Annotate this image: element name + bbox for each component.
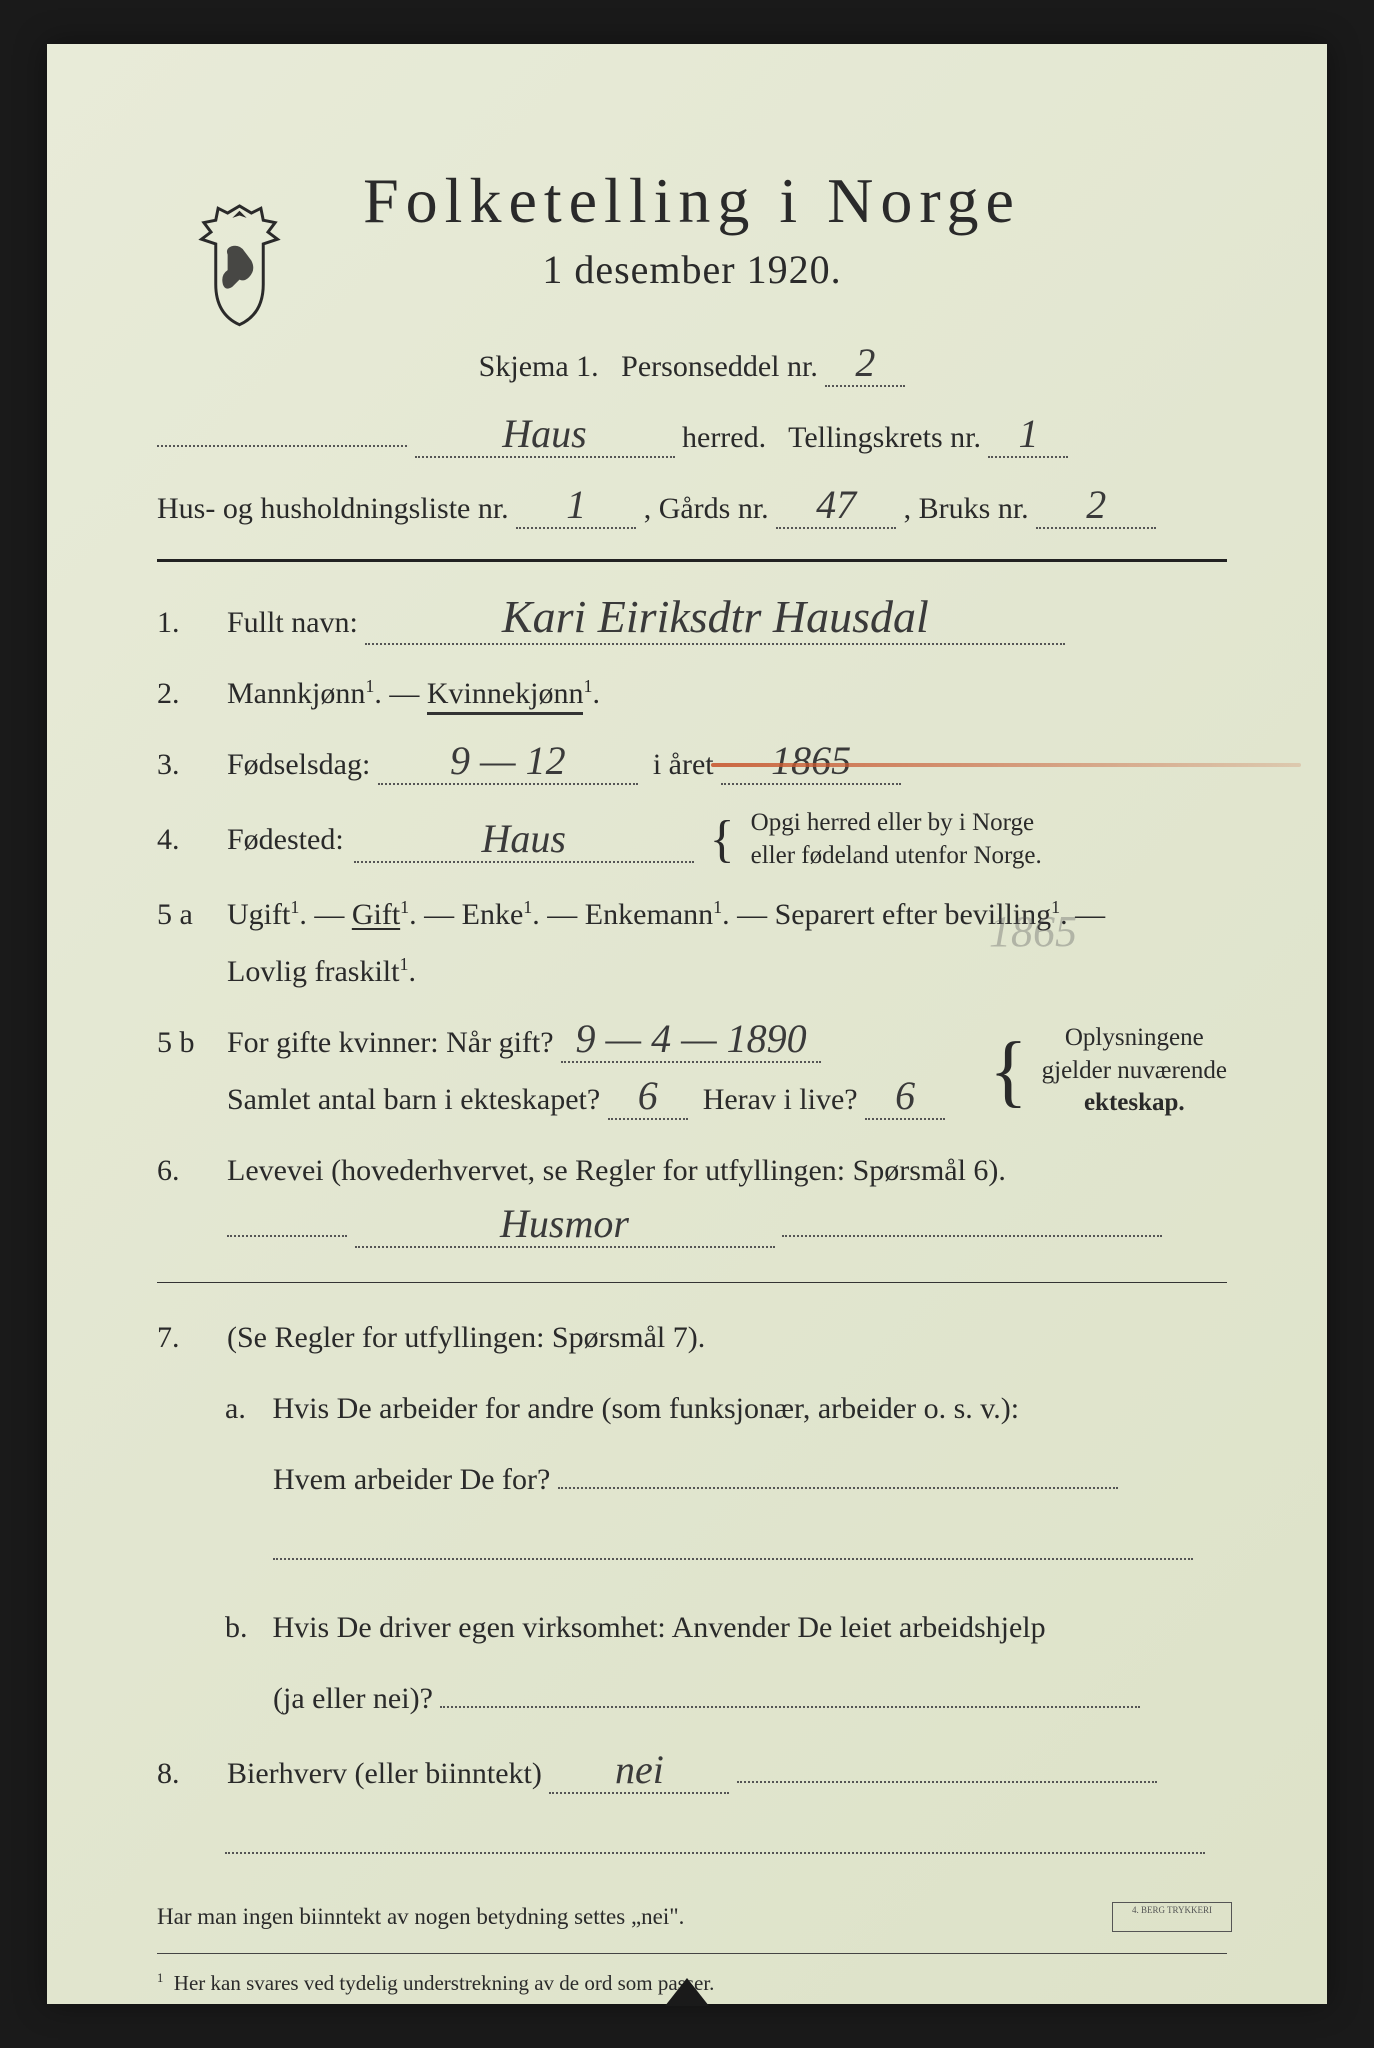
page-tear-icon xyxy=(665,1978,709,2006)
q8: 8. Bierhverv (eller biinntekt) nei xyxy=(157,1745,1227,1802)
gards-label: , Gårds nr. xyxy=(644,492,769,525)
q7a: a. Hvis De arbeider for andre (som funks… xyxy=(225,1380,1227,1437)
husliste-label: Hus- og husholdningsliste nr. xyxy=(157,492,509,525)
q3-day: 9 — 12 xyxy=(378,739,638,785)
q5a: 5 a Ugift1. — Gift1. — Enke1. — Enkemann… xyxy=(157,886,1227,1000)
q3-year: 1865 xyxy=(721,739,901,785)
q5b-barn-total: 6 xyxy=(608,1074,688,1120)
tellingskrets-label: Tellingskrets nr. xyxy=(788,421,981,454)
q5b-hint: Oplysningene gjelder nuværende ekteskap. xyxy=(1042,1022,1227,1120)
title-block: Folketelling i Norge 1 desember 1920. xyxy=(157,164,1227,293)
pencil-annotation: 1865 xyxy=(989,890,1077,974)
q3-year-label: i året xyxy=(653,748,714,781)
herred-line: Haus herred. Tellingskrets nr. 1 xyxy=(157,409,1227,466)
q7a-blank xyxy=(273,1522,1227,1579)
q6: 6. Levevei (hovederhvervet, se Regler fo… xyxy=(157,1142,1227,1256)
bruks-nr: 2 xyxy=(1036,483,1156,529)
q7b-l2: (ja eller nei)? xyxy=(273,1682,433,1715)
form-body: Skjema 1. Personseddel nr. 2 Haus herred… xyxy=(157,338,1227,2004)
q8-label: Bierhverv (eller biinntekt) xyxy=(227,1757,542,1790)
q1-num: 1. xyxy=(157,594,213,651)
q7a-num: a. xyxy=(225,1380,265,1437)
tellingskrets-nr: 1 xyxy=(988,412,1068,458)
footer-note: Har man ingen biinntekt av nogen betydni… xyxy=(157,1895,1227,1939)
q6-value: Husmor xyxy=(355,1202,775,1248)
q4: 4. Fødested: Haus { Opgi herred eller by… xyxy=(157,807,1227,872)
q5b-label1: For gifte kvinner: Når gift? xyxy=(227,1026,554,1059)
q1-label: Fullt navn: xyxy=(227,606,358,639)
q2-num: 2. xyxy=(157,665,213,722)
q4-value: Haus xyxy=(354,817,694,863)
census-form-page: Folketelling i Norge 1 desember 1920. Sk… xyxy=(47,44,1327,2004)
printer-mark: 4. BERG TRYKKERI xyxy=(1112,1902,1232,1932)
q7b: b. Hvis De driver egen virksomhet: Anven… xyxy=(225,1599,1227,1656)
q5b-num: 5 b xyxy=(157,1014,213,1071)
personseddel-nr: 2 xyxy=(825,341,905,387)
bruks-label: , Bruks nr. xyxy=(904,492,1029,525)
q2-mann: Mannkjønn xyxy=(227,677,365,710)
q8-value: nei xyxy=(549,1748,729,1794)
q5a-gift: Gift xyxy=(352,898,400,931)
skjema-line: Skjema 1. Personseddel nr. 2 xyxy=(157,338,1227,395)
q3-label: Fødselsdag: xyxy=(227,748,370,781)
q7b-line2: (ja eller nei)? xyxy=(273,1670,1227,1727)
q6-label: Levevei (hovederhvervet, se Regler for u… xyxy=(227,1154,1006,1187)
q5a-num: 5 a xyxy=(157,886,213,943)
q8-blank xyxy=(225,1816,1227,1873)
q5b-barn-live: 6 xyxy=(865,1074,945,1120)
q7a-l2: Hvem arbeider De for? xyxy=(273,1463,550,1496)
brace-icon: { xyxy=(989,1039,1027,1103)
q4-label: Fødested: xyxy=(227,811,344,868)
q7b-num: b. xyxy=(225,1599,265,1656)
q7: 7. (Se Regler for utfyllingen: Spørsmål … xyxy=(157,1309,1227,1366)
q5b-label2: Samlet antal barn i ekteskapet? xyxy=(227,1083,600,1116)
divider-thin xyxy=(157,1282,1227,1283)
q3: 3. Fødselsdag: 9 — 12 i året 1865 xyxy=(157,736,1227,793)
q5b-label3: Herav i live? xyxy=(703,1083,858,1116)
footnote-text: Her kan svares ved tydelig understreknin… xyxy=(174,1971,715,1995)
q5a-ugift: Ugift xyxy=(227,898,290,931)
q4-hint: Opgi herred eller by i Norge eller fødel… xyxy=(751,807,1042,872)
q5b: 5 b For gifte kvinner: Når gift? 9 — 4 —… xyxy=(157,1014,1227,1128)
divider-heavy xyxy=(157,559,1227,562)
q8-num: 8. xyxy=(157,1745,213,1802)
q2: 2. Mannkjønn1. — Kvinnekjønn1. xyxy=(157,665,1227,722)
q4-num: 4. xyxy=(157,811,213,868)
q1-value: Kari Eiriksdtr Hausdal xyxy=(365,592,1065,645)
herred-name: Haus xyxy=(415,412,675,458)
q7-label: (Se Regler for utfyllingen: Spørsmål 7). xyxy=(227,1321,705,1354)
q5a-lovlig: Lovlig fraskilt xyxy=(227,955,399,988)
q7b-l1: Hvis De driver egen virksomhet: Anvender… xyxy=(273,1611,1046,1644)
q5b-gift-date: 9 — 4 — 1890 xyxy=(561,1017,821,1063)
husliste-line: Hus- og husholdningsliste nr. 1 , Gårds … xyxy=(157,480,1227,537)
husliste-nr: 1 xyxy=(516,483,636,529)
q5a-enke: Enke xyxy=(462,898,524,931)
personseddel-label: Personseddel nr. xyxy=(621,350,818,383)
q5a-enkemann: Enkemann xyxy=(585,898,713,931)
coat-of-arms-icon xyxy=(192,199,287,334)
q7a-line2: Hvem arbeider De for? xyxy=(273,1451,1227,1508)
gards-nr: 47 xyxy=(776,483,896,529)
q3-num: 3. xyxy=(157,736,213,793)
brace-icon: { xyxy=(710,819,735,861)
q6-num: 6. xyxy=(157,1142,213,1199)
page-subtitle: 1 desember 1920. xyxy=(157,246,1227,293)
skjema-label: Skjema 1. xyxy=(479,350,599,383)
q7a-l1: Hvis De arbeider for andre (som funksjon… xyxy=(273,1392,1020,1425)
herred-label: herred. xyxy=(682,421,766,454)
q2-kvinne: Kvinnekjønn xyxy=(427,677,584,715)
q1: 1. Fullt navn: Kari Eiriksdtr Hausdal xyxy=(157,592,1227,651)
q7-num: 7. xyxy=(157,1309,213,1366)
page-title: Folketelling i Norge xyxy=(157,164,1227,238)
